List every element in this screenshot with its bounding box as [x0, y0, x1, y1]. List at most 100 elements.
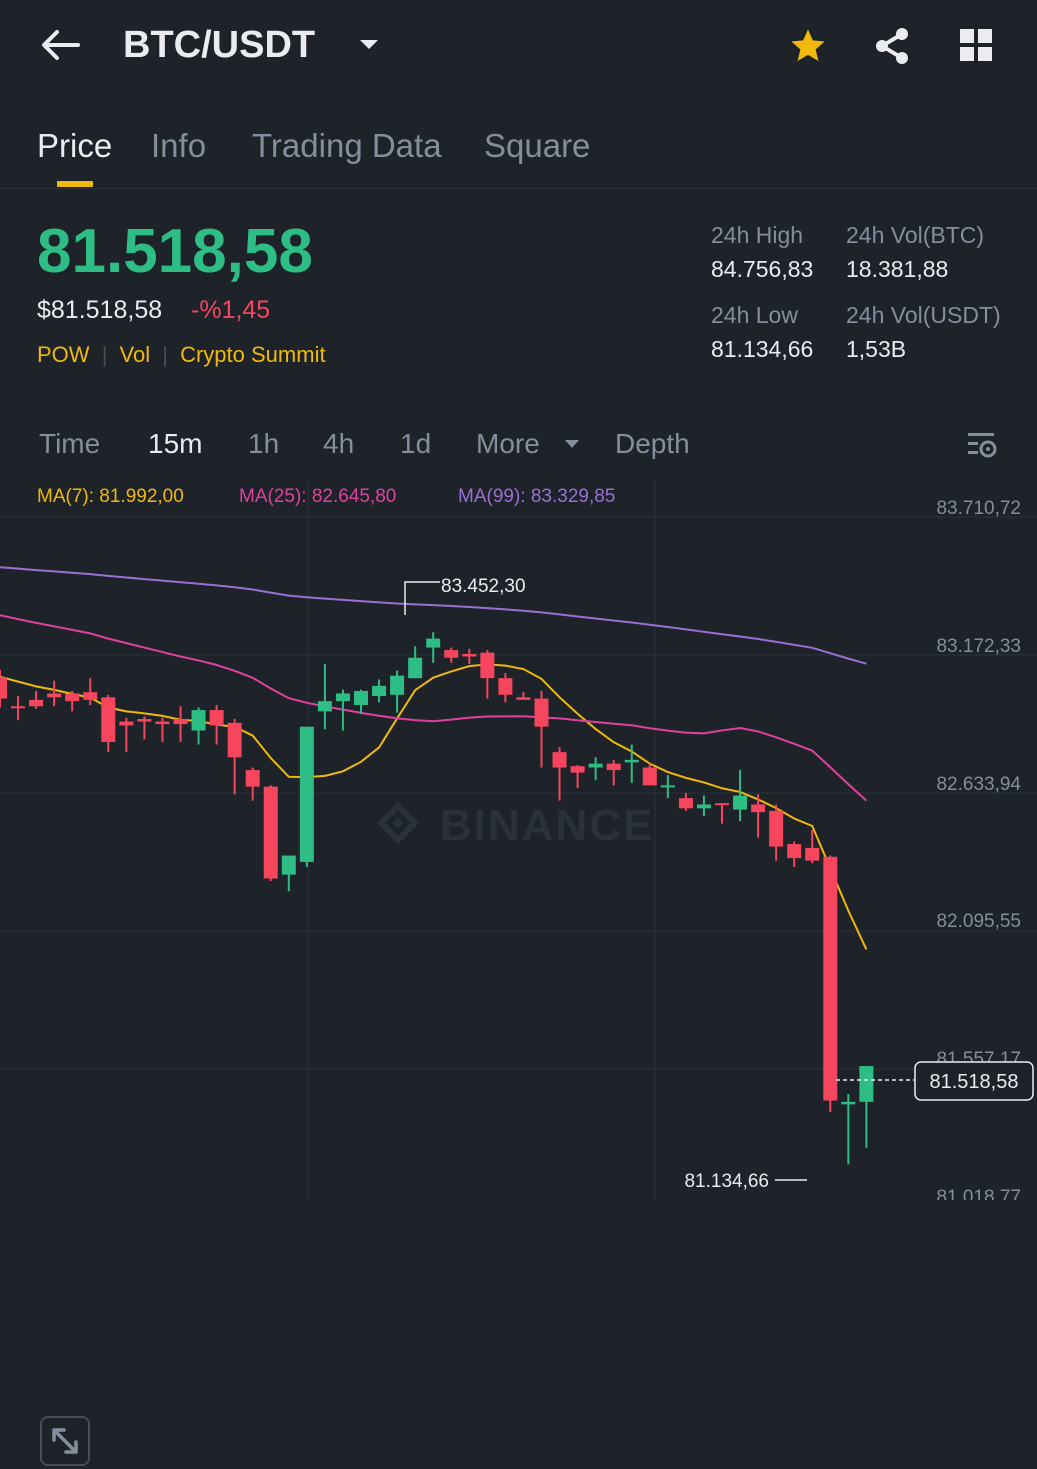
- candle: [281, 855, 296, 892]
- main-tabs: Price Info Trading Data Square: [0, 120, 1037, 188]
- stat-24h-volbtc-label: 24h Vol(BTC): [846, 222, 985, 248]
- candle: [191, 707, 206, 745]
- candle: [209, 704, 224, 745]
- candle: [245, 767, 260, 801]
- usd-price: $81.518,58: [37, 296, 163, 324]
- active-tab-indicator: [57, 181, 93, 187]
- ma-lines: [0, 566, 868, 950]
- chart-markers: 83.452,30 81.134,66 81.518,58: [404, 576, 1034, 1192]
- candles: [0, 632, 874, 1165]
- candle: [65, 690, 80, 712]
- candle: [696, 795, 711, 816]
- chart-svg: BINANCE 83.710,72 83.172,33 82.633,94 82…: [0, 478, 1037, 1200]
- candle: [516, 692, 531, 700]
- tab-price[interactable]: Price: [37, 127, 113, 164]
- high-marker-line: [404, 581, 440, 615]
- candle: [715, 803, 729, 824]
- candle: [372, 679, 387, 703]
- ma7-line: [0, 663, 868, 950]
- stat-24h-volusdt-value: 1,53B: [846, 336, 907, 362]
- candle: [335, 689, 350, 731]
- stat-24h-volbtc-value: 18.381,88: [846, 256, 949, 282]
- timeframe-time[interactable]: Time: [39, 428, 101, 459]
- timeframe-1h[interactable]: 1h: [248, 428, 280, 459]
- tag-pow[interactable]: POW: [37, 342, 90, 367]
- watermark-logo-icon: [376, 801, 420, 845]
- candle: [805, 830, 820, 864]
- y-tick-label: 83.710,72: [936, 498, 1021, 519]
- grid-menu-icon[interactable]: [958, 27, 994, 63]
- candle: [733, 770, 748, 822]
- candle: [570, 764, 585, 788]
- price-change: -%1,45: [191, 296, 271, 324]
- y-tick-label: 83.172,33: [936, 636, 1021, 657]
- candle: [444, 647, 459, 663]
- tag-crypto-summit[interactable]: Crypto Summit: [180, 342, 326, 367]
- candle: [624, 744, 639, 783]
- current-price-box: [914, 1061, 1034, 1101]
- candle: [552, 747, 567, 801]
- candle: [101, 694, 116, 753]
- stat-24h-high-label: 24h High: [711, 222, 804, 248]
- more-dropdown-icon[interactable]: [563, 437, 581, 449]
- ma25-label: MA(25): 82.645,80: [239, 486, 397, 507]
- tab-trading-data[interactable]: Trading Data: [252, 127, 442, 164]
- back-arrow-icon[interactable]: [40, 28, 80, 62]
- candle: [462, 648, 477, 665]
- tab-square[interactable]: Square: [484, 127, 591, 164]
- candle: [299, 726, 314, 868]
- expand-icon: [52, 1428, 78, 1454]
- candlestick-chart[interactable]: BINANCE 83.710,72 83.172,33 82.633,94 82…: [0, 478, 1037, 1466]
- candle: [11, 696, 26, 721]
- y-tick-label: 81.018,77: [936, 1187, 1021, 1200]
- tag-separator: |: [162, 342, 168, 367]
- candle: [119, 717, 134, 753]
- candle: [588, 757, 603, 781]
- timeframe-15m[interactable]: 15m: [148, 428, 203, 459]
- candle: [534, 690, 549, 768]
- candle: [83, 678, 98, 705]
- top-bar: BTC/USDT: [0, 0, 1037, 95]
- ma7-label: MA(7): 81.992,00: [37, 486, 184, 507]
- pair-title[interactable]: BTC/USDT: [123, 24, 316, 66]
- candle: [769, 804, 784, 861]
- candle: [660, 775, 675, 799]
- ma99-line: [0, 566, 867, 665]
- candle: [606, 759, 621, 786]
- stat-24h-volusdt-label: 24h Vol(USDT): [846, 302, 1001, 328]
- low-marker-label: 81.134,66: [684, 1171, 769, 1192]
- candle: [354, 689, 368, 714]
- timeframe-more[interactable]: More: [476, 428, 540, 459]
- tag-vol[interactable]: Vol: [119, 342, 151, 367]
- timeframe-4h[interactable]: 4h: [323, 428, 355, 459]
- last-price: 81.518,58: [37, 217, 313, 286]
- candle: [47, 680, 62, 707]
- candle: [787, 841, 802, 868]
- pair-dropdown-icon[interactable]: [358, 36, 380, 52]
- tab-info[interactable]: Info: [151, 127, 207, 164]
- candle: [426, 632, 441, 663]
- stat-24h-high-value: 84.756,83: [711, 256, 814, 282]
- fullscreen-expand-button[interactable]: [40, 1416, 90, 1466]
- current-price-label: 81.518,58: [930, 1071, 1019, 1093]
- candle: [823, 855, 838, 1113]
- candle: [642, 763, 657, 786]
- favorite-star-icon[interactable]: [788, 26, 828, 66]
- candle: [678, 793, 693, 811]
- candle: [137, 716, 152, 740]
- candle: [498, 673, 513, 703]
- timeframe-depth[interactable]: Depth: [615, 428, 690, 459]
- candle: [263, 785, 278, 882]
- high-marker-label: 83.452,30: [441, 576, 526, 597]
- candle: [155, 717, 170, 742]
- chart-settings-icon[interactable]: [966, 429, 998, 461]
- candle: [390, 670, 405, 713]
- candle: [173, 706, 188, 742]
- stat-24h-low-label: 24h Low: [711, 302, 798, 328]
- share-icon[interactable]: [872, 26, 912, 66]
- candle: [227, 719, 242, 795]
- tag-separator: |: [101, 342, 108, 367]
- timeframe-1d[interactable]: 1d: [400, 428, 432, 459]
- candle: [841, 1094, 856, 1165]
- candle: [317, 664, 332, 730]
